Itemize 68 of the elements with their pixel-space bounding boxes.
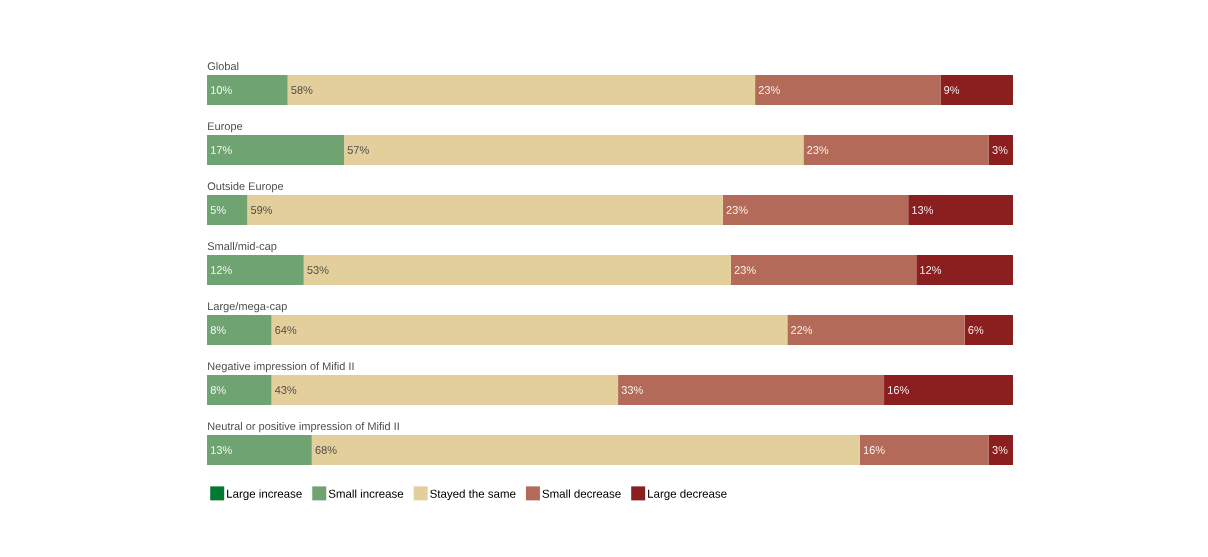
data-label: 43% bbox=[274, 386, 297, 394]
bar bbox=[207, 74, 288, 105]
data-label: 5% bbox=[210, 206, 226, 214]
data-label: 16% bbox=[863, 446, 885, 454]
bar bbox=[271, 374, 619, 405]
data-label: 23% bbox=[807, 146, 829, 154]
data-label: 17% bbox=[211, 146, 232, 154]
data-label: 8% bbox=[210, 386, 226, 394]
bar bbox=[908, 194, 1014, 225]
bar bbox=[722, 194, 909, 225]
y-tick-label: Outside Europe bbox=[207, 182, 284, 193]
data-label: 13% bbox=[211, 446, 232, 454]
bar bbox=[988, 434, 1014, 465]
y-tick-label: Small/mid-cap bbox=[207, 242, 277, 253]
data-label: 6% bbox=[968, 326, 984, 334]
bar bbox=[803, 134, 989, 165]
bar bbox=[287, 74, 756, 105]
legend-label: Large decrease bbox=[648, 489, 727, 501]
bar bbox=[755, 74, 941, 105]
data-label: 33% bbox=[621, 386, 643, 394]
bar bbox=[344, 134, 804, 165]
bar bbox=[940, 74, 1014, 105]
y-tick-label: Neutral or positive impression of Mifid II bbox=[208, 422, 399, 433]
bar bbox=[916, 254, 1014, 285]
bar bbox=[730, 254, 917, 285]
y-tick-label: Negative impression of Mifid II bbox=[208, 362, 354, 373]
y-tick-label: Global bbox=[207, 62, 239, 71]
data-label: 68% bbox=[315, 446, 337, 454]
legend-label: Small decrease bbox=[542, 489, 621, 498]
data-label: 64% bbox=[275, 326, 297, 334]
bar bbox=[247, 194, 723, 225]
bar bbox=[884, 374, 1014, 405]
bar bbox=[964, 314, 1014, 345]
legend-label: Large increase bbox=[227, 489, 302, 501]
data-label: 23% bbox=[734, 266, 756, 274]
data-label: 8% bbox=[210, 326, 226, 334]
data-label: 53% bbox=[307, 266, 329, 274]
data-label: 3% bbox=[992, 446, 1008, 454]
data-label: 16% bbox=[888, 386, 909, 394]
data-label: 23% bbox=[726, 206, 748, 214]
data-label: 10% bbox=[211, 86, 232, 94]
bar bbox=[207, 194, 248, 225]
bar bbox=[207, 374, 272, 405]
data-label: 57% bbox=[347, 146, 369, 154]
bar bbox=[271, 314, 788, 345]
bar bbox=[207, 254, 304, 285]
data-label: 13% bbox=[912, 206, 934, 214]
legend-label: Stayed the same bbox=[430, 489, 516, 501]
bar bbox=[311, 434, 860, 465]
data-label: 12% bbox=[211, 266, 232, 274]
data-label: 22% bbox=[791, 326, 813, 334]
data-label: 9% bbox=[944, 86, 960, 94]
bar bbox=[207, 314, 272, 345]
data-label: 12% bbox=[920, 266, 942, 274]
bar bbox=[787, 314, 965, 345]
bar bbox=[859, 434, 989, 465]
bar bbox=[207, 134, 345, 165]
data-label: 3% bbox=[992, 146, 1008, 154]
bar bbox=[618, 374, 885, 405]
y-tick-label: Large/mega-cap bbox=[208, 302, 287, 313]
bar bbox=[303, 254, 731, 285]
y-tick-label: Europe bbox=[208, 122, 243, 133]
data-label: 23% bbox=[758, 86, 780, 94]
bar bbox=[207, 434, 312, 465]
bar bbox=[988, 134, 1014, 165]
legend-label: Small increase bbox=[328, 489, 404, 498]
data-label: 59% bbox=[250, 206, 273, 214]
data-label: 58% bbox=[291, 86, 313, 94]
